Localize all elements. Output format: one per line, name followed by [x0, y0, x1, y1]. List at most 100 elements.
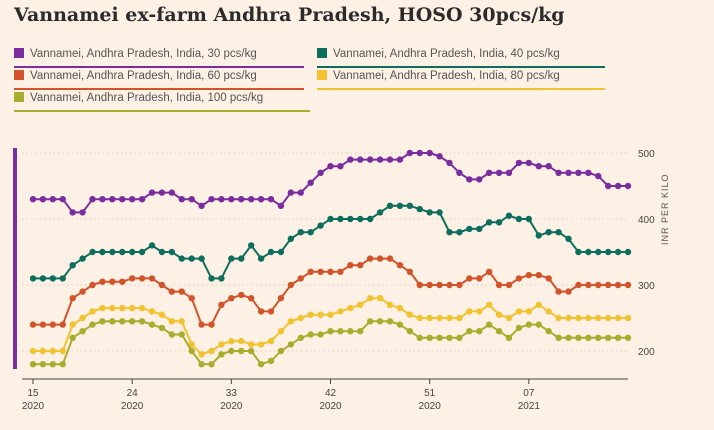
- data-point: [366, 215, 374, 223]
- data-point: [69, 321, 76, 328]
- data-point: [109, 278, 116, 285]
- data-point: [148, 321, 156, 328]
- legend-item-60pcs[interactable]: Vannamei, Andhra Pradesh, India, 60 pcs/…: [14, 70, 304, 90]
- data-point: [337, 328, 344, 335]
- data-point: [386, 301, 394, 308]
- legend-item-40pcs[interactable]: Vannamei, Andhra Pradesh, India, 40 pcs/…: [317, 48, 605, 68]
- data-point: [79, 255, 86, 262]
- data-point: [406, 149, 414, 157]
- legend-item-80pcs[interactable]: Vannamei, Andhra Pradesh, India, 80 pcs/…: [317, 70, 605, 90]
- y-tick-label: 500: [638, 149, 655, 160]
- data-point: [89, 308, 96, 315]
- data-point: [347, 156, 354, 163]
- x-tick-year-label: 2020: [220, 401, 243, 412]
- data-point: [138, 304, 146, 312]
- data-point: [29, 275, 37, 282]
- data-point: [257, 341, 265, 348]
- data-point: [406, 311, 414, 318]
- data-point: [59, 196, 66, 203]
- data-point: [525, 215, 533, 223]
- data-point: [614, 281, 622, 289]
- data-point: [624, 334, 632, 341]
- data-point: [456, 281, 463, 289]
- data-point: [59, 321, 66, 328]
- data-point: [565, 334, 572, 341]
- data-point: [525, 159, 533, 167]
- legend-label: Vannamei, Andhra Pradesh, India, 60 pcs/…: [30, 70, 257, 82]
- data-point: [277, 202, 285, 209]
- data-point: [148, 242, 156, 249]
- data-point: [446, 229, 453, 236]
- data-point: [79, 314, 86, 322]
- data-point: [119, 248, 126, 256]
- data-point: [485, 169, 493, 176]
- data-point: [376, 209, 384, 216]
- data-point: [436, 314, 443, 322]
- data-point: [575, 248, 582, 256]
- data-point: [168, 331, 176, 338]
- data-point: [138, 196, 146, 203]
- data-point: [158, 281, 166, 289]
- data-point: [614, 182, 622, 190]
- data-point: [595, 281, 602, 289]
- data-point: [525, 308, 533, 315]
- data-point: [416, 281, 423, 289]
- data-point: [267, 308, 275, 315]
- x-tick-label: 51: [424, 388, 436, 399]
- data-point: [505, 281, 513, 289]
- data-point: [39, 275, 47, 282]
- data-point: [416, 314, 423, 322]
- data-point: [505, 314, 513, 322]
- data-point: [396, 304, 404, 312]
- legend-item-30pcs[interactable]: Vannamei, Andhra Pradesh, India, 30 pcs/…: [14, 48, 304, 68]
- data-point: [257, 308, 265, 315]
- data-point: [466, 275, 473, 282]
- data-point: [168, 318, 176, 325]
- data-point: [208, 347, 215, 355]
- y-tick-label: 300: [638, 281, 655, 292]
- data-point: [198, 351, 205, 358]
- data-point: [327, 311, 334, 318]
- chart-title: Vannamei ex-farm Andhra Pradesh, HOSO 30…: [14, 4, 565, 26]
- data-point: [238, 347, 245, 355]
- data-point: [366, 318, 374, 325]
- data-point: [446, 314, 453, 322]
- data-point: [327, 163, 334, 170]
- data-point: [604, 314, 612, 322]
- data-point: [555, 334, 562, 341]
- data-point: [128, 304, 136, 312]
- data-point: [89, 248, 96, 256]
- accent-bar: [13, 148, 17, 369]
- legend-item-100pcs[interactable]: Vannamei, Andhra Pradesh, India, 100 pcs…: [14, 92, 310, 112]
- data-point: [396, 262, 404, 269]
- data-point: [426, 334, 433, 341]
- x-tick-label: 42: [325, 388, 337, 399]
- x-tick-label: 07: [523, 388, 535, 399]
- legend-underline: [317, 66, 605, 68]
- data-point: [515, 275, 523, 282]
- data-point: [515, 324, 523, 332]
- data-point: [228, 347, 235, 355]
- data-point: [624, 248, 632, 256]
- data-point: [545, 308, 552, 315]
- data-point: [99, 196, 106, 203]
- legend-swatch-icon: [317, 70, 327, 80]
- data-point: [555, 229, 562, 236]
- data-point: [198, 321, 205, 328]
- data-point: [119, 196, 126, 203]
- data-point: [366, 255, 374, 262]
- data-point: [456, 169, 463, 176]
- data-point: [426, 281, 433, 289]
- data-point: [357, 328, 364, 335]
- data-point: [456, 314, 463, 322]
- data-point: [287, 318, 295, 325]
- data-point: [614, 334, 622, 341]
- data-point: [525, 271, 533, 279]
- data-point: [119, 278, 126, 285]
- data-point: [128, 275, 136, 282]
- legend-swatch-icon: [14, 48, 24, 58]
- data-point: [267, 196, 275, 203]
- data-point: [218, 301, 225, 308]
- data-point: [396, 202, 404, 209]
- data-point: [565, 314, 572, 322]
